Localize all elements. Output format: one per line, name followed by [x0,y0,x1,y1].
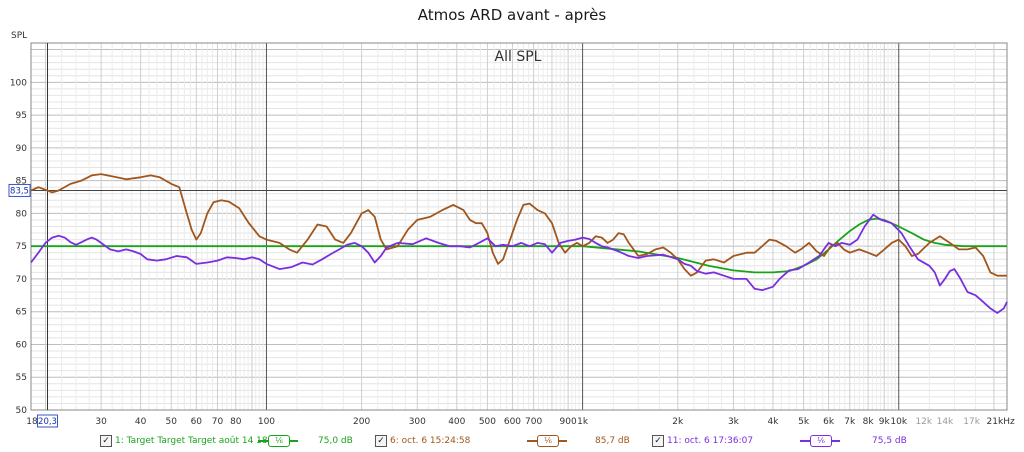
y-axis-label: SPL [11,31,27,41]
cursor-x-readout-box [37,414,59,428]
x-tick-label: 600 [504,417,521,427]
x-tick-label: 400 [448,417,465,427]
x-tick-label: 900 [560,417,577,427]
legend-level-target: 75,0 dB [318,436,353,446]
y-tick-label: 80 [16,209,28,219]
y-tick-label: 55 [16,373,27,383]
y-tick-label: 95 [16,111,27,121]
x-tick-label: 9k [879,417,891,427]
cursor-y-readout-box [8,183,31,197]
x-tick-label: 5k [798,417,810,427]
checkbox-oct6-1736[interactable]: ✓ [652,435,664,447]
legend-label-oct6-1736: 11: oct. 6 17:36:07 [667,436,754,446]
series-swatch-target[interactable]: ⅙ [258,434,298,448]
y-tick-label: 60 [16,340,28,350]
legend-level-oct6-1736: 75,5 dB [872,436,907,446]
legend-label-oct6-1524: 6: oct. 6 15:24:58 [390,436,471,446]
cursor-x-readout: 20,3 [38,417,57,427]
x-tick-label: 14k [937,417,954,427]
chart-title: Atmos ARD avant - après [417,6,607,24]
x-tick-label: 50 [166,417,178,427]
x-tick-label: 500 [479,417,496,427]
x-tick-label: 80 [230,417,242,427]
x-tick-label: 4k [767,417,779,427]
series-line-2 [30,213,1008,314]
y-tick-label: 85 [16,177,27,187]
legend-level-oct6-1524: 85,7 dB [595,436,630,446]
y-tick-label: 100 [10,78,27,88]
x-tick-label: 17k [963,417,980,427]
x-tick-label: 12k [915,417,932,427]
series-line-1 [30,173,1007,277]
series-swatch-oct6-1736[interactable]: ⅙ [800,434,840,448]
y-tick-label: 50 [16,406,28,416]
x-tick-label: 100 [258,417,275,427]
x-tick-label: 6k [823,417,835,427]
x-tick-label: 200 [353,417,370,427]
cursor-y-readout: 83,5 [10,186,29,196]
x-tick-label: 300 [409,417,426,427]
x-tick-label: 10k [890,417,907,427]
y-tick-label: 75 [16,242,27,252]
x-tick-label: 70 [212,417,224,427]
x-tick-label: 7k [844,417,856,427]
x-tick-label: 3k [728,417,740,427]
x-tick-label: 21kHz [987,417,1015,427]
x-tick-label: 40 [135,417,147,427]
x-tick-label: 8k [863,417,875,427]
checkbox-target[interactable]: ✓ [100,435,112,447]
plot-annotation: All SPL [495,49,542,65]
x-tick-label: 18 [26,417,38,427]
plot-frame [30,42,1008,411]
x-tick-label: 30 [95,417,107,427]
y-tick-label: 65 [16,308,27,318]
x-tick-label: 1k [577,417,589,427]
x-tick-label: 2k [672,417,684,427]
legend-label-target: 1: Target Target Target août 14 18: [115,436,271,446]
series-swatch-oct6-1524[interactable]: ⅙ [527,434,567,448]
x-tick-label: 700 [525,417,542,427]
y-tick-label: 90 [16,144,28,154]
checkbox-oct6-1524[interactable]: ✓ [375,435,387,447]
x-tick-label: 60 [191,417,203,427]
y-tick-label: 70 [16,275,28,285]
